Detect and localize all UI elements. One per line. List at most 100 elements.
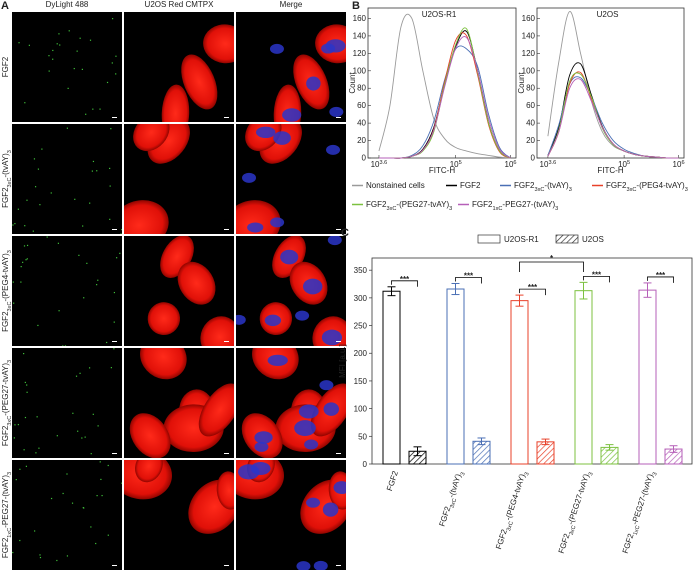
x-tick-label-part: 3 xyxy=(524,472,531,477)
error-bar xyxy=(605,444,614,451)
micrograph xyxy=(12,348,122,458)
bar xyxy=(574,290,593,465)
green-dot xyxy=(79,372,81,374)
cell xyxy=(177,261,216,305)
green-dot xyxy=(74,198,76,200)
significance-bracket xyxy=(455,277,482,284)
bar xyxy=(510,300,529,465)
x-tick-label: FGF2 xyxy=(385,469,400,492)
legend-label-part: 3 xyxy=(685,187,688,193)
tick-exponent: 3.6 xyxy=(548,160,556,166)
nucleus xyxy=(329,106,344,117)
x-tick-label: 103.6 xyxy=(371,160,388,169)
tick-exponent: 6 xyxy=(681,160,684,166)
green-dot xyxy=(13,302,15,304)
cell xyxy=(198,383,234,437)
green-dot xyxy=(92,108,94,110)
green-dot xyxy=(26,199,28,201)
y-tick-label: 140 xyxy=(522,31,536,40)
nucleus xyxy=(326,144,341,155)
green-dot xyxy=(66,127,69,129)
histogram-line xyxy=(378,45,511,159)
micrograph xyxy=(236,348,346,458)
tick-exponent: 5 xyxy=(459,160,462,166)
micrograph xyxy=(236,460,346,570)
green-dot xyxy=(100,478,102,481)
nucleus xyxy=(333,481,346,495)
green-dot xyxy=(121,228,122,231)
y-tick-label: 160 xyxy=(353,14,367,23)
nucleus xyxy=(254,431,273,444)
nucleus xyxy=(267,354,288,366)
x-tick-label: 106 xyxy=(673,160,685,169)
error-bar xyxy=(413,446,422,457)
legend-swatch xyxy=(477,234,501,244)
legend-label-part: 3 xyxy=(449,206,452,212)
panel-letter: A xyxy=(1,0,9,12)
significance-bracket xyxy=(583,275,610,283)
nucleus xyxy=(269,43,284,54)
scale-bar xyxy=(336,229,341,230)
green-dot xyxy=(46,236,48,238)
scale-bar xyxy=(112,453,117,454)
legend-label: FGF23xC-(PEG27-tvAY)3 xyxy=(366,200,452,212)
green-dot xyxy=(35,452,37,454)
green-dot xyxy=(39,204,41,206)
x-tick-label-part: 3xC xyxy=(506,521,515,532)
y-axis-title: Count xyxy=(348,72,357,94)
green-dot xyxy=(12,281,14,283)
scale-bar xyxy=(224,117,229,118)
green-dot xyxy=(71,502,74,504)
scale-bar xyxy=(112,341,117,342)
green-dot xyxy=(48,55,50,57)
green-dot xyxy=(36,416,38,418)
micrograph xyxy=(12,124,122,234)
y-tick-label: 80 xyxy=(357,84,366,93)
nucleus xyxy=(302,278,323,295)
image-background xyxy=(12,348,122,458)
error-bar xyxy=(451,282,460,296)
x-tick-label: 106 xyxy=(505,160,517,169)
row-label-part: 3xC xyxy=(7,302,13,312)
x-tick-label-part: 3 xyxy=(652,472,659,477)
row-label-part: FGF2 xyxy=(1,537,10,558)
green-dot xyxy=(111,62,113,64)
green-dot xyxy=(90,453,92,455)
green-dot xyxy=(12,551,14,554)
x-tick-label-part: 3 xyxy=(588,472,595,477)
green-dot xyxy=(67,87,69,89)
micrograph xyxy=(236,236,346,346)
micrograph xyxy=(124,12,234,122)
green-dot xyxy=(76,50,78,52)
green-dot xyxy=(79,37,81,39)
significance-label: *** xyxy=(400,275,410,284)
legend-label-part: -PEG27-(tvAY) xyxy=(502,200,555,209)
legend-label-part: -(PEG27-tvAY) xyxy=(396,200,449,209)
nucleus xyxy=(282,108,302,122)
cell xyxy=(133,124,170,152)
green-dot xyxy=(90,526,92,528)
green-dot xyxy=(18,42,20,44)
green-dot xyxy=(119,252,121,254)
significance-label: *** xyxy=(592,270,602,279)
green-dot xyxy=(25,465,27,467)
green-dot xyxy=(111,18,114,20)
row-label: FGF2 xyxy=(1,56,10,77)
cell xyxy=(147,302,181,336)
green-dot xyxy=(86,262,88,264)
green-dot xyxy=(58,33,60,35)
legend-label-part: FGF2 xyxy=(460,181,481,190)
green-dot xyxy=(56,43,58,45)
green-dot xyxy=(52,49,54,52)
green-dot xyxy=(32,230,34,232)
green-dot xyxy=(109,167,111,170)
green-dot xyxy=(84,436,86,438)
y-tick-label: 160 xyxy=(522,14,536,23)
green-dot xyxy=(58,310,60,312)
histogram-line xyxy=(378,13,511,159)
cell xyxy=(161,84,190,122)
micrograph xyxy=(124,460,234,570)
green-dot xyxy=(113,321,115,323)
green-dot xyxy=(28,44,30,46)
significance-bracket xyxy=(519,288,546,296)
